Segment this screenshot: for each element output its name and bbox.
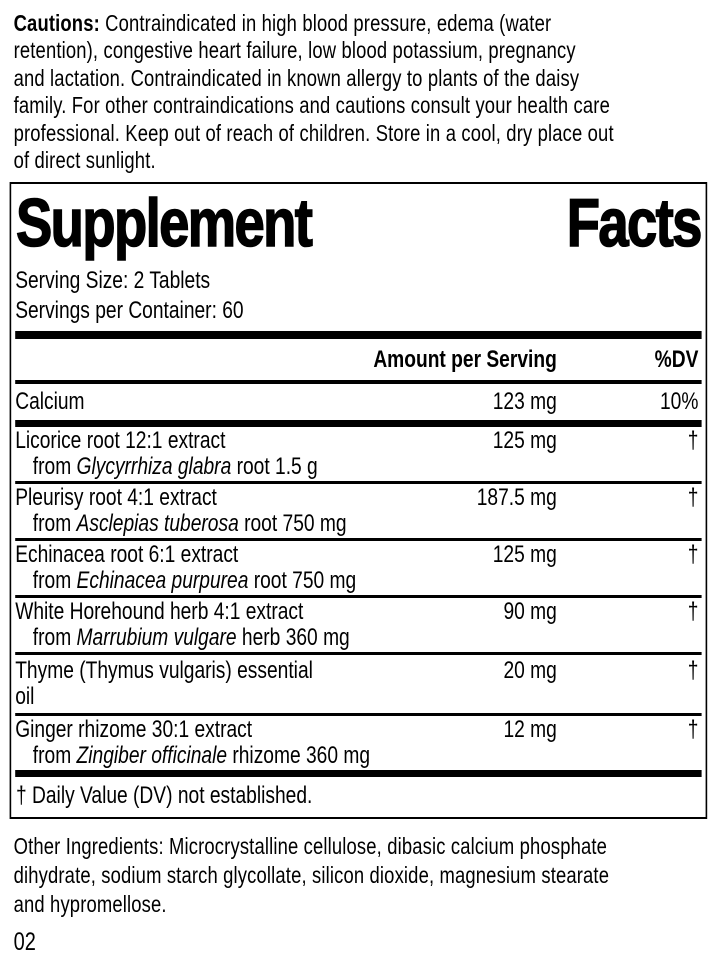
ingredient-source: from Zingiber officinale rhizome 360 mg (15, 743, 701, 769)
table-row-pleurisy: Pleurisy root 4:1 extract 187.5 mg † fro… (15, 481, 702, 538)
cautions-text: Contraindicated in high blood pressure, … (13, 10, 614, 174)
table-header-row: Amount per Serving %DV (15, 339, 701, 380)
ingredient-name: Echinacea root 6:1 extract (15, 541, 239, 569)
servings-per-container: Servings per Container: 60 (15, 296, 244, 324)
source-prefix: from (32, 453, 77, 481)
ingredient-name: Pleurisy root 4:1 extract (15, 484, 217, 512)
latin-name: Echinacea purpurea (76, 567, 249, 595)
supplement-facts-title: Supplement Facts (15, 184, 703, 262)
ingredient-amount: 125 mg (492, 541, 557, 569)
ingredient-amount: 125 mg (492, 427, 557, 455)
latin-name: Zingiber officinale (76, 742, 228, 770)
divider-thick-top (15, 330, 702, 339)
table-row-licorice: Licorice root 12:1 extract 125 mg † from… (15, 427, 701, 481)
cautions-label: Cautions: (13, 10, 100, 36)
serving-size: Serving Size: 2 Tablets (15, 266, 211, 294)
latin-name: Glycyrrhiza glabra (76, 453, 232, 481)
ingredient-source: from Asclepias tuberosa root 750 mg (15, 511, 701, 537)
table-row-thyme: Thyme (Thymus vulgaris) essential oil 20… (15, 652, 702, 713)
source-suffix: rhizome 360 mg (227, 742, 371, 770)
label-page: Cautions: Contraindicated in high blood … (0, 10, 720, 955)
ingredient-name: Thyme (Thymus vulgaris) essential oil (15, 657, 313, 711)
dagger-symbol: † (687, 541, 699, 569)
ingredient-dv: 10% (659, 388, 699, 416)
source-prefix: from (32, 567, 77, 595)
ingredient-amount: 90 mg (503, 598, 557, 626)
other-ingredients-paragraph: Other Ingredients: Microcrystalline cell… (13, 833, 610, 918)
page-number: 02 (13, 928, 36, 956)
divider-thick-mid (15, 420, 702, 428)
dagger-symbol: † (687, 484, 699, 512)
table-row-ginger: Ginger rhizome 30:1 extract 12 mg † from… (15, 713, 702, 770)
source-prefix: from (32, 510, 77, 538)
supplement-facts-panel: Supplement Facts Serving Size: 2 Tablets… (9, 182, 708, 820)
table-row-white-horehound: White Horehound herb 4:1 extract 90 mg †… (15, 595, 702, 652)
table-row-calcium: Calcium 123 mg 10% (15, 384, 701, 420)
dagger-symbol: † (687, 716, 699, 744)
source-suffix: herb 360 mg (236, 624, 350, 652)
cautions-paragraph: Cautions: Contraindicated in high blood … (14, 10, 714, 174)
latin-name: Asclepias tuberosa (76, 510, 239, 538)
header-percent-dv: %DV (654, 345, 699, 373)
source-prefix: from (32, 624, 77, 652)
divider-thick-bottom (15, 770, 702, 778)
table-row-echinacea: Echinacea root 6:1 extract 125 mg † from… (15, 538, 702, 595)
source-suffix: root 750 mg (238, 510, 347, 538)
ingredient-source: from Echinacea purpurea root 750 mg (15, 568, 701, 594)
dagger-symbol: † (687, 657, 699, 685)
serving-info: Serving Size: 2 Tablets Servings per Con… (15, 266, 701, 326)
latin-name: Marrubium vulgare (76, 624, 237, 652)
ingredient-source: from Marrubium vulgare herb 360 mg (15, 625, 701, 651)
ingredient-amount: 12 mg (503, 716, 557, 744)
source-suffix: root 1.5 g (231, 453, 318, 481)
ingredient-name: Ginger rhizome 30:1 extract (15, 716, 253, 744)
dagger-symbol: † (687, 598, 699, 626)
ingredient-name: Licorice root 12:1 extract (15, 427, 226, 455)
ingredient-amount: 123 mg (492, 388, 557, 416)
source-prefix: from (32, 742, 77, 770)
source-suffix: root 750 mg (248, 567, 357, 595)
header-amount-per-serving: Amount per Serving (373, 345, 557, 373)
ingredient-amount: 187.5 mg (476, 484, 557, 512)
ingredient-name: White Horehound herb 4:1 extract (15, 598, 304, 626)
title-word-supplement: Supplement (15, 185, 313, 262)
dv-footnote: † Daily Value (DV) not established. (16, 782, 313, 810)
dagger-symbol: † (687, 427, 699, 455)
ingredient-amount: 20 mg (503, 657, 557, 685)
title-word-facts: Facts (566, 185, 703, 262)
ingredient-name: Calcium (15, 388, 85, 416)
ingredient-source: from Glycyrrhiza glabra root 1.5 g (15, 454, 701, 480)
divider-header-bottom (15, 379, 702, 385)
